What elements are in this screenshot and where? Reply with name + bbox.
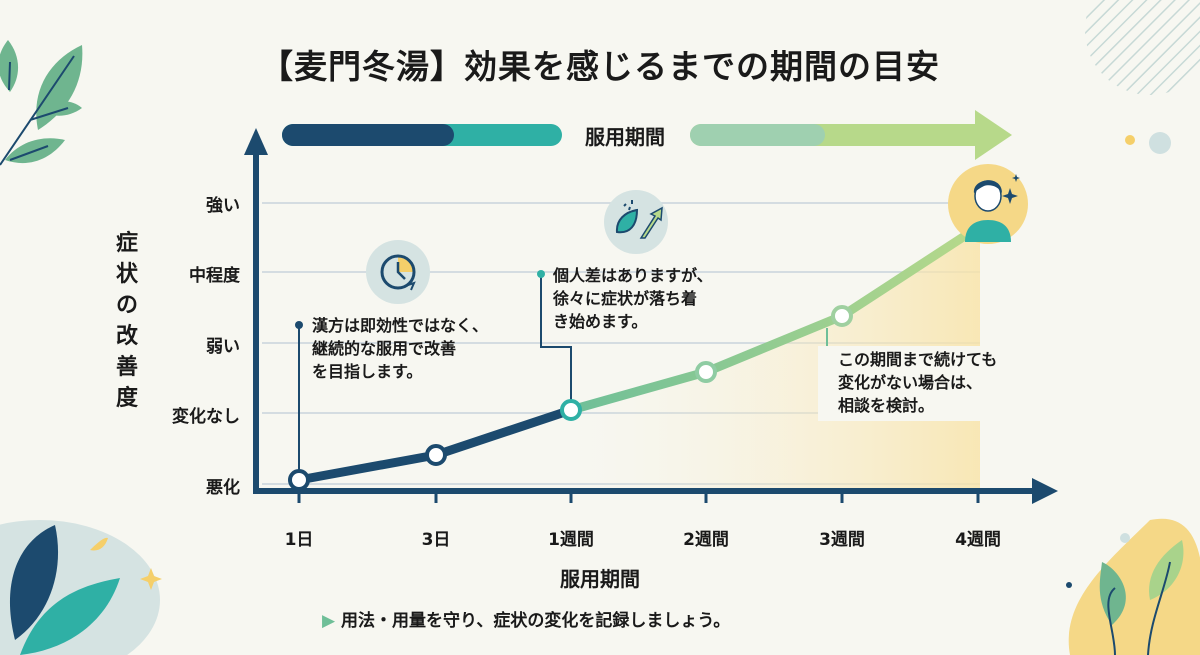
leaf-decoration-bottom-left xyxy=(0,520,162,655)
clock-icon xyxy=(366,240,430,304)
x-tick-label: 2週間 xyxy=(683,530,729,550)
x-tick-label: 3日 xyxy=(421,530,451,550)
data-point xyxy=(288,469,310,491)
x-tick-label: 1日 xyxy=(284,530,314,550)
x-tick-label: 3週間 xyxy=(819,530,865,550)
axes xyxy=(244,128,1058,504)
x-axis-title: 服用期間 xyxy=(560,567,640,591)
x-tick-label: 4週間 xyxy=(955,530,1001,550)
annotation-2: 個人差はありますが、 徐々に症状が落ち着 き始めます。 xyxy=(553,266,713,331)
line-series xyxy=(288,222,983,491)
y-tick-label: 中程度 xyxy=(189,266,240,286)
leaf-decoration-bottom-right xyxy=(1066,518,1200,655)
annotation-1: 漢方は即効性ではなく、 継続的な服用で改善 を目指します。 xyxy=(312,316,489,381)
annotation-3: この期間まで続けても 変化がない場合は、 相談を検討。 xyxy=(818,346,1018,421)
y-tick-label: 強い xyxy=(206,196,240,216)
decoration-top-right xyxy=(1085,0,1200,154)
x-tick-label: 1週間 xyxy=(548,530,594,550)
data-point xyxy=(695,361,717,383)
y-tick-label: 悪化 xyxy=(206,478,240,498)
y-tick-label: 変化なし xyxy=(172,407,240,427)
period-bar xyxy=(282,110,1012,160)
data-point xyxy=(425,444,447,466)
triangle-bullet-icon: ▶ xyxy=(322,611,336,631)
data-point xyxy=(560,399,582,421)
leaf-growth-icon xyxy=(604,190,668,254)
y-axis-title: 症 状 の 改 善 度 xyxy=(115,231,138,411)
data-point xyxy=(831,305,853,327)
period-bar-label: 服用期間 xyxy=(585,125,665,149)
page-title: 【麦門冬湯】効果を感じるまでの期間の目安 xyxy=(260,47,940,86)
area-fill xyxy=(571,226,980,490)
leaf-decoration-top-left xyxy=(0,40,83,166)
footer-note: ▶ 用法・用量を守り、症状の変化を記録しましょう。 xyxy=(322,611,731,631)
y-tick-label: 弱い xyxy=(206,337,240,357)
person-avatar-icon xyxy=(948,164,1028,244)
